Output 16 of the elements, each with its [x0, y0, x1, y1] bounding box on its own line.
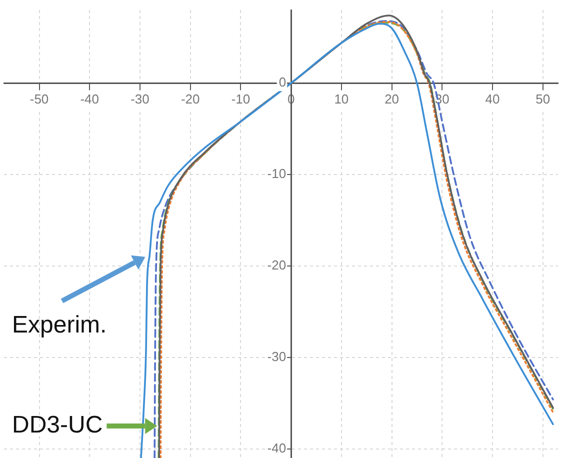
y-tick-label: -10	[267, 166, 286, 182]
x-tick-label: 10	[334, 92, 349, 107]
x-tick-label: -10	[231, 92, 250, 107]
y-tick-label: -20	[267, 258, 286, 273]
y-tick-label: -40	[267, 440, 286, 456]
annotation: DD3-UC	[12, 412, 103, 439]
annotation: Experim.	[12, 312, 107, 339]
x-tick-label: -30	[130, 92, 150, 107]
x-tick-label: 50	[536, 92, 550, 107]
y-tick-label: 0	[278, 74, 286, 90]
x-tick-label: 20	[384, 92, 400, 107]
x-tick-label: -20	[180, 92, 200, 107]
x-tick-label: -40	[80, 92, 100, 107]
x-tick-label: 40	[485, 92, 500, 107]
y-tick-label: -30	[267, 349, 286, 364]
x-tick-label: -50	[30, 92, 49, 107]
